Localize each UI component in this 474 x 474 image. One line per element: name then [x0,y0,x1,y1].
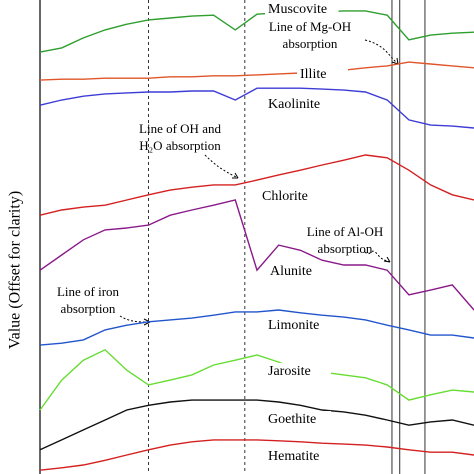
annotation: absorption [318,241,373,256]
label-bg [265,96,339,114]
series-line [39,199,474,311]
annotation: Line of Al-OH [307,224,384,239]
annotation: H₂O absorption [139,138,221,153]
series-line [39,399,474,451]
annotation: Line of OH and [139,121,221,136]
series-line [39,309,474,346]
label-bg [297,66,348,84]
series-label: Illite [300,67,326,82]
series-line [39,154,474,216]
series-label: Jarosite [268,364,311,379]
series-label: Alunite [270,264,312,279]
series-line [39,10,474,53]
annotation: Line of Mg-OH [269,19,351,34]
series-line [39,348,474,411]
annotation-arrows [119,39,399,326]
y-axis-label: Value (Offset for clarity) [7,191,24,349]
label-bg [259,188,325,206]
label-bg [265,411,331,429]
label-bg [267,263,326,281]
series-line [39,87,474,129]
series-label: Kaolinite [268,97,320,112]
annotation: absorption [61,301,116,316]
label-bg [265,448,331,466]
label-bg [265,363,331,381]
annotation: absorption [283,36,338,51]
series-line [39,61,474,81]
series-label: Muscovite [268,2,327,17]
series-label: Hematite [268,449,319,464]
annotation: Line of iron [57,284,120,299]
series-label: Goethite [268,412,316,427]
label-bg [265,317,331,335]
series-label: Limonite [268,318,319,333]
series-label: Chlorite [262,189,308,204]
label-bg [265,1,339,19]
series-line [39,439,474,471]
